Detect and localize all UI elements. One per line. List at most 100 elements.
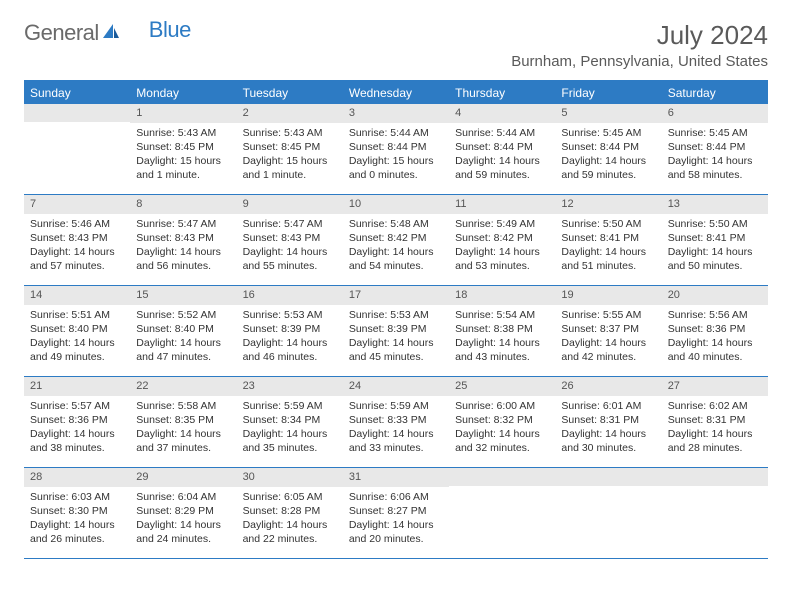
- day-body: Sunrise: 5:59 AMSunset: 8:33 PMDaylight:…: [343, 396, 449, 462]
- sunset-text: Sunset: 8:41 PM: [561, 231, 655, 245]
- day-cell: 25Sunrise: 6:00 AMSunset: 8:32 PMDayligh…: [449, 377, 555, 467]
- daylight-text: Daylight: 14 hours and 43 minutes.: [455, 336, 549, 364]
- day-body: Sunrise: 5:45 AMSunset: 8:44 PMDaylight:…: [662, 123, 768, 189]
- day-body: Sunrise: 6:00 AMSunset: 8:32 PMDaylight:…: [449, 396, 555, 462]
- daylight-text: Daylight: 14 hours and 26 minutes.: [30, 518, 124, 546]
- day-body: Sunrise: 5:57 AMSunset: 8:36 PMDaylight:…: [24, 396, 130, 462]
- day-number: 25: [449, 377, 555, 396]
- day-cell: 27Sunrise: 6:02 AMSunset: 8:31 PMDayligh…: [662, 377, 768, 467]
- day-body: Sunrise: 6:04 AMSunset: 8:29 PMDaylight:…: [130, 487, 236, 553]
- sunset-text: Sunset: 8:45 PM: [243, 140, 337, 154]
- daylight-text: Daylight: 14 hours and 46 minutes.: [243, 336, 337, 364]
- sunset-text: Sunset: 8:29 PM: [136, 504, 230, 518]
- sunrise-text: Sunrise: 5:57 AM: [30, 399, 124, 413]
- sunrise-text: Sunrise: 5:50 AM: [668, 217, 762, 231]
- sunrise-text: Sunrise: 5:48 AM: [349, 217, 443, 231]
- sunrise-text: Sunrise: 5:45 AM: [668, 126, 762, 140]
- sunrise-text: Sunrise: 6:06 AM: [349, 490, 443, 504]
- sunrise-text: Sunrise: 6:01 AM: [561, 399, 655, 413]
- day-of-week-row: Sunday Monday Tuesday Wednesday Thursday…: [24, 82, 768, 104]
- sunrise-text: Sunrise: 5:53 AM: [349, 308, 443, 322]
- day-cell: 26Sunrise: 6:01 AMSunset: 8:31 PMDayligh…: [555, 377, 661, 467]
- sunset-text: Sunset: 8:31 PM: [561, 413, 655, 427]
- day-number: 4: [449, 104, 555, 123]
- daylight-text: Daylight: 15 hours and 1 minute.: [243, 154, 337, 182]
- logo: General Blue: [24, 20, 191, 46]
- daylight-text: Daylight: 14 hours and 59 minutes.: [561, 154, 655, 182]
- sunrise-text: Sunrise: 6:04 AM: [136, 490, 230, 504]
- daylight-text: Daylight: 14 hours and 57 minutes.: [30, 245, 124, 273]
- day-cell: 12Sunrise: 5:50 AMSunset: 8:41 PMDayligh…: [555, 195, 661, 285]
- week-row: 21Sunrise: 5:57 AMSunset: 8:36 PMDayligh…: [24, 377, 768, 468]
- sunrise-text: Sunrise: 5:59 AM: [349, 399, 443, 413]
- sunset-text: Sunset: 8:39 PM: [349, 322, 443, 336]
- sunset-text: Sunset: 8:28 PM: [243, 504, 337, 518]
- logo-sail-icon: [101, 20, 121, 46]
- daylight-text: Daylight: 14 hours and 51 minutes.: [561, 245, 655, 273]
- day-body: Sunrise: 5:53 AMSunset: 8:39 PMDaylight:…: [343, 305, 449, 371]
- day-body: Sunrise: 5:49 AMSunset: 8:42 PMDaylight:…: [449, 214, 555, 280]
- day-number: 3: [343, 104, 449, 123]
- day-number: 1: [130, 104, 236, 123]
- day-number: 2: [237, 104, 343, 123]
- day-number: 31: [343, 468, 449, 487]
- sunset-text: Sunset: 8:42 PM: [349, 231, 443, 245]
- daylight-text: Daylight: 14 hours and 30 minutes.: [561, 427, 655, 455]
- daylight-text: Daylight: 14 hours and 59 minutes.: [455, 154, 549, 182]
- week-row: 1Sunrise: 5:43 AMSunset: 8:45 PMDaylight…: [24, 104, 768, 195]
- sunrise-text: Sunrise: 5:50 AM: [561, 217, 655, 231]
- sunset-text: Sunset: 8:43 PM: [136, 231, 230, 245]
- day-body: Sunrise: 5:45 AMSunset: 8:44 PMDaylight:…: [555, 123, 661, 189]
- day-cell: 9Sunrise: 5:47 AMSunset: 8:43 PMDaylight…: [237, 195, 343, 285]
- sunrise-text: Sunrise: 5:56 AM: [668, 308, 762, 322]
- day-cell: [662, 468, 768, 558]
- day-number: 9: [237, 195, 343, 214]
- sunrise-text: Sunrise: 5:47 AM: [243, 217, 337, 231]
- day-body: Sunrise: 5:51 AMSunset: 8:40 PMDaylight:…: [24, 305, 130, 371]
- sunset-text: Sunset: 8:38 PM: [455, 322, 549, 336]
- sunrise-text: Sunrise: 6:00 AM: [455, 399, 549, 413]
- sunset-text: Sunset: 8:35 PM: [136, 413, 230, 427]
- day-number: 29: [130, 468, 236, 487]
- sunrise-text: Sunrise: 5:43 AM: [243, 126, 337, 140]
- daylight-text: Daylight: 14 hours and 54 minutes.: [349, 245, 443, 273]
- day-cell: 20Sunrise: 5:56 AMSunset: 8:36 PMDayligh…: [662, 286, 768, 376]
- daylight-text: Daylight: 14 hours and 58 minutes.: [668, 154, 762, 182]
- title-block: July 2024 Burnham, Pennsylvania, United …: [511, 20, 768, 70]
- dow-sunday: Sunday: [24, 82, 130, 104]
- dow-wednesday: Wednesday: [343, 82, 449, 104]
- sunrise-text: Sunrise: 5:54 AM: [455, 308, 549, 322]
- dow-thursday: Thursday: [449, 82, 555, 104]
- day-body: Sunrise: 5:54 AMSunset: 8:38 PMDaylight:…: [449, 305, 555, 371]
- daylight-text: Daylight: 14 hours and 55 minutes.: [243, 245, 337, 273]
- daylight-text: Daylight: 14 hours and 40 minutes.: [668, 336, 762, 364]
- day-cell: 15Sunrise: 5:52 AMSunset: 8:40 PMDayligh…: [130, 286, 236, 376]
- day-body: Sunrise: 5:44 AMSunset: 8:44 PMDaylight:…: [449, 123, 555, 189]
- day-number: 28: [24, 468, 130, 487]
- sunrise-text: Sunrise: 5:53 AM: [243, 308, 337, 322]
- day-number: 20: [662, 286, 768, 305]
- sunset-text: Sunset: 8:36 PM: [30, 413, 124, 427]
- week-row: 28Sunrise: 6:03 AMSunset: 8:30 PMDayligh…: [24, 468, 768, 559]
- day-body: Sunrise: 5:58 AMSunset: 8:35 PMDaylight:…: [130, 396, 236, 462]
- day-body: Sunrise: 5:59 AMSunset: 8:34 PMDaylight:…: [237, 396, 343, 462]
- daylight-text: Daylight: 14 hours and 42 minutes.: [561, 336, 655, 364]
- day-cell: 29Sunrise: 6:04 AMSunset: 8:29 PMDayligh…: [130, 468, 236, 558]
- sunrise-text: Sunrise: 5:46 AM: [30, 217, 124, 231]
- day-body: Sunrise: 5:46 AMSunset: 8:43 PMDaylight:…: [24, 214, 130, 280]
- sunset-text: Sunset: 8:42 PM: [455, 231, 549, 245]
- day-body: Sunrise: 5:47 AMSunset: 8:43 PMDaylight:…: [130, 214, 236, 280]
- daylight-text: Daylight: 14 hours and 20 minutes.: [349, 518, 443, 546]
- day-cell: 17Sunrise: 5:53 AMSunset: 8:39 PMDayligh…: [343, 286, 449, 376]
- daylight-text: Daylight: 14 hours and 22 minutes.: [243, 518, 337, 546]
- day-cell: 24Sunrise: 5:59 AMSunset: 8:33 PMDayligh…: [343, 377, 449, 467]
- sunrise-text: Sunrise: 5:51 AM: [30, 308, 124, 322]
- day-cell: 18Sunrise: 5:54 AMSunset: 8:38 PMDayligh…: [449, 286, 555, 376]
- day-number: [662, 468, 768, 486]
- sunset-text: Sunset: 8:33 PM: [349, 413, 443, 427]
- day-body: Sunrise: 5:55 AMSunset: 8:37 PMDaylight:…: [555, 305, 661, 371]
- day-number: 22: [130, 377, 236, 396]
- day-number: 18: [449, 286, 555, 305]
- day-body: Sunrise: 5:47 AMSunset: 8:43 PMDaylight:…: [237, 214, 343, 280]
- day-number: 27: [662, 377, 768, 396]
